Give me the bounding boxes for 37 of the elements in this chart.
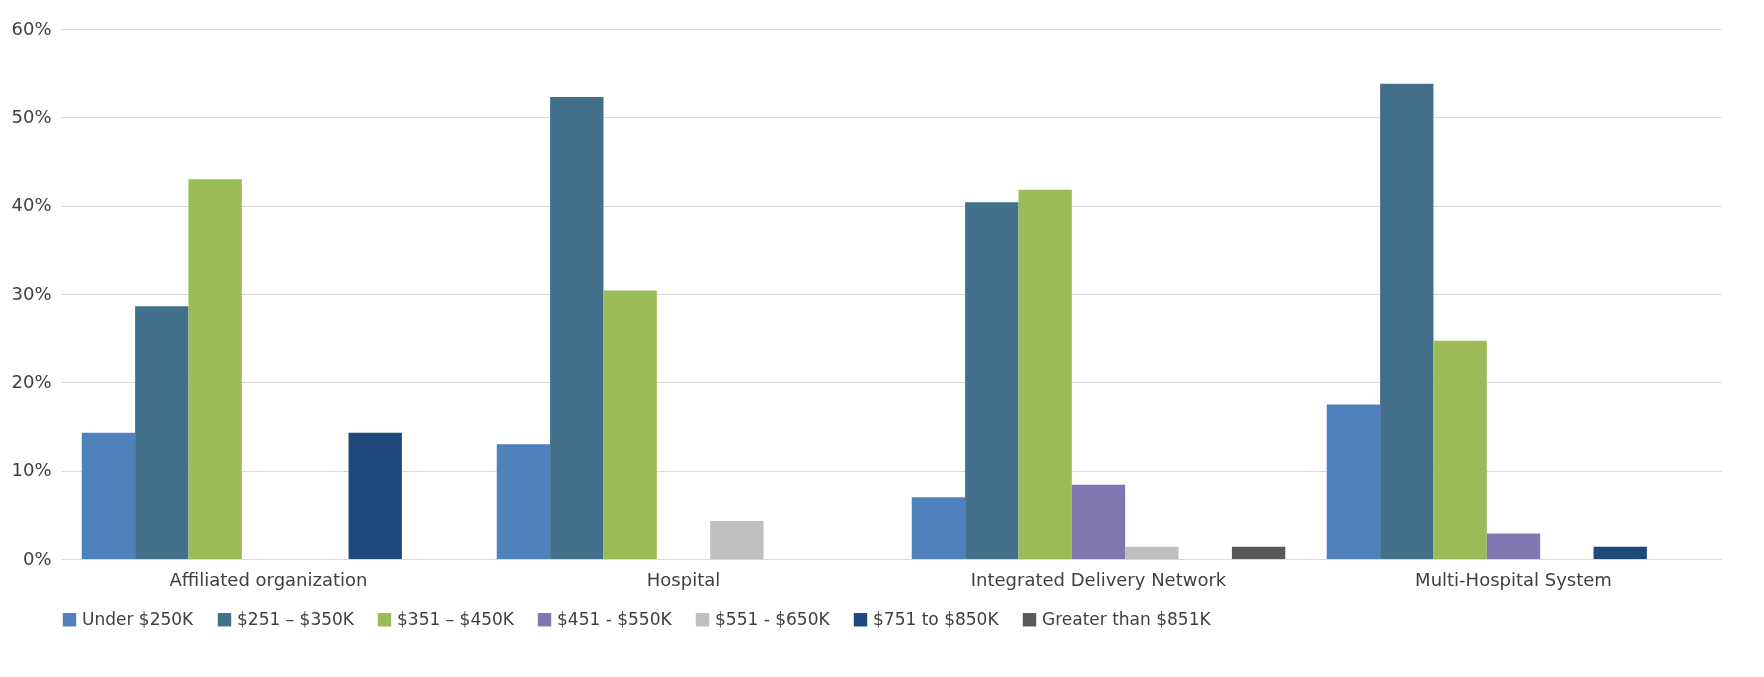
legend-label: Greater than $851K [1042,608,1212,629]
y-tick-label: 20% [11,370,52,392]
bar [188,179,242,559]
y-tick-label: 60% [11,17,52,39]
bar [1071,484,1126,559]
bar [965,202,1019,559]
legend-label: $251 – $350K [237,608,355,629]
x-tick-label: Affiliated organization [169,568,368,590]
y-tick-label: 30% [11,282,52,304]
x-tick-label: Multi-Hospital System [1415,568,1612,590]
bar [348,432,402,559]
bar [603,290,657,559]
bar [1231,546,1286,559]
legend-label: $551 - $650K [715,608,831,629]
bar [1486,533,1541,559]
x-tick-label: Hospital [646,568,721,590]
bar [1018,189,1072,559]
legend-label: $751 to $850K [873,608,1000,629]
bar [1433,340,1487,559]
bar [81,432,136,559]
legend-label: $351 – $450K [397,608,515,629]
y-tick-label: 10% [11,459,52,481]
legend-label: $451 - $550K [557,608,673,629]
bar [496,444,551,559]
x-tick-label: Integrated Delivery Network [970,568,1227,590]
bar [1125,546,1179,559]
bar [1380,83,1434,559]
bar [1326,404,1381,559]
bar [550,97,604,559]
bar [710,521,764,559]
bar [135,306,189,559]
bar [1593,546,1647,559]
bar [911,497,966,559]
y-tick-label: 40% [11,194,52,216]
y-tick-label: 50% [11,105,52,127]
y-tick-label: 0% [22,547,52,569]
legend-label: Under $250K [82,608,195,629]
